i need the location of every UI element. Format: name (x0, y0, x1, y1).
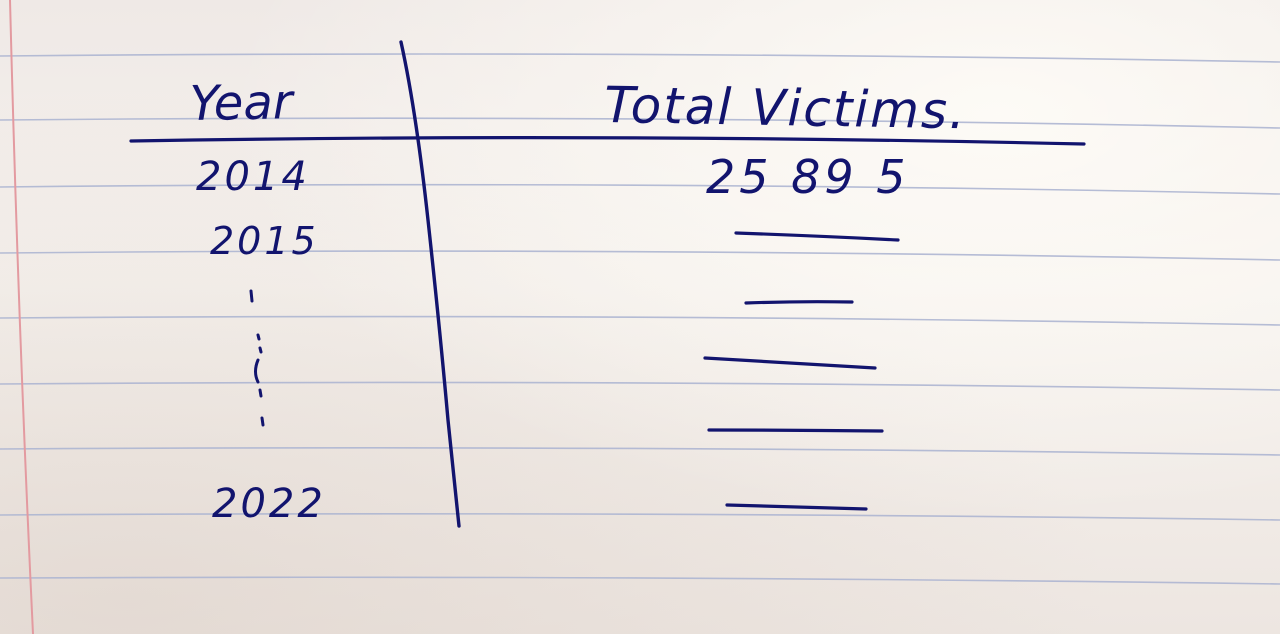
year-cell: 2022 (212, 481, 326, 527)
year-cell: 2015 (210, 219, 319, 263)
blank-dash (734, 231, 900, 242)
blank-dash (707, 428, 884, 433)
header-rule (129, 136, 1086, 146)
total-victims-header: Total Victims. (604, 76, 968, 140)
blank-value-dashes (703, 231, 900, 511)
ellipsis-marks (249, 289, 265, 427)
victims-cell: 25 89 5 (706, 150, 910, 204)
blank-dash (725, 503, 868, 511)
rule-lines (0, 53, 1280, 585)
blank-dash (703, 356, 877, 370)
year-header: Year (189, 74, 296, 132)
blank-dash (744, 300, 854, 305)
year-cell: 2014 (196, 154, 310, 200)
column-divider (399, 40, 461, 528)
margin-line (9, 0, 34, 634)
